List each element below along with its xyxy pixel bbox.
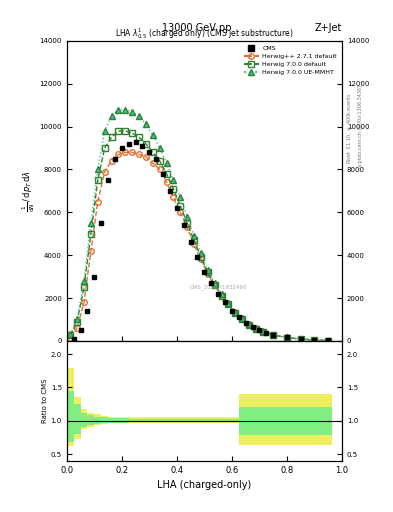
Text: mcplots.cern.ch [arXiv:1306.3436]: mcplots.cern.ch [arXiv:1306.3436] <box>358 86 363 170</box>
Text: Z+Jet: Z+Jet <box>314 23 342 33</box>
Legend: CMS, Herwig++ 2.7.1 default, Herwig 7.0.0 default, Herwig 7.0.0 UE-MMHT: CMS, Herwig++ 2.7.1 default, Herwig 7.0.… <box>242 44 339 77</box>
Y-axis label: Ratio to CMS: Ratio to CMS <box>42 378 48 423</box>
X-axis label: LHA (charged-only): LHA (charged-only) <box>157 480 252 490</box>
Y-axis label: $\frac{1}{\mathrm{d}N}\,/\,\mathrm{d}p_T\,\mathrm{d}\lambda$: $\frac{1}{\mathrm{d}N}\,/\,\mathrm{d}p_T… <box>20 170 37 212</box>
Text: Rivet 3.1.10, $\geq$ 400k events: Rivet 3.1.10, $\geq$ 400k events <box>346 92 353 164</box>
Title: LHA $\lambda^1_{0.5}$ (charged only) (CMS jet substructure): LHA $\lambda^1_{0.5}$ (charged only) (CM… <box>115 26 294 41</box>
Text: 13000 GeV pp: 13000 GeV pp <box>162 23 231 33</box>
Text: CMS_2021_I1932460: CMS_2021_I1932460 <box>189 284 247 290</box>
